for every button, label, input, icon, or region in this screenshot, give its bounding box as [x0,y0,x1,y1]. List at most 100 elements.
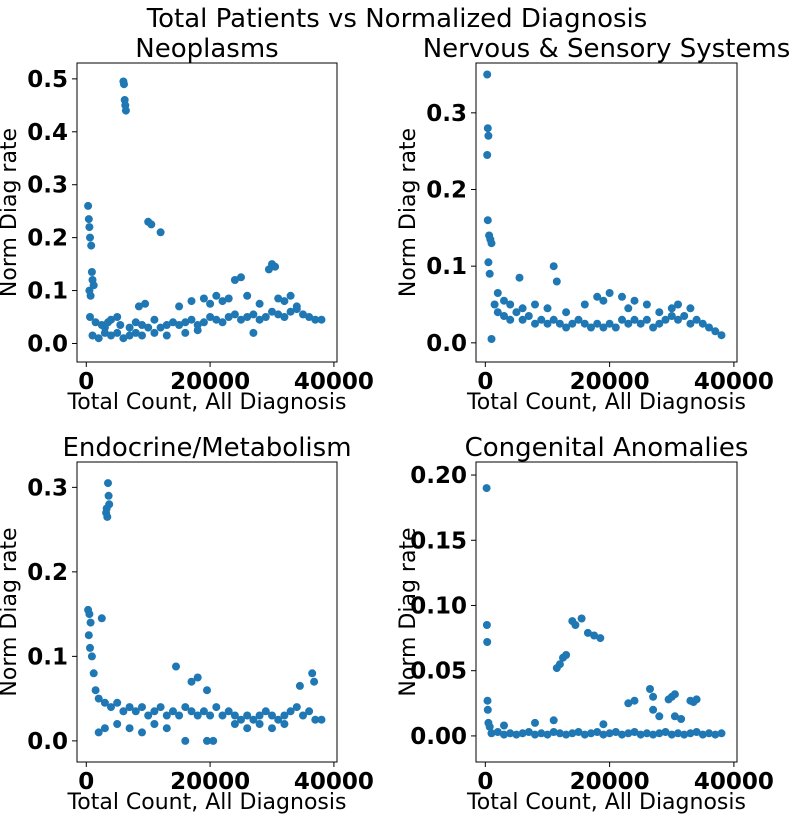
data-point [611,323,620,332]
data-point [209,736,218,745]
data-point [131,318,140,327]
data-point [580,319,589,328]
data-point [224,294,233,303]
data-point [237,715,245,724]
data-point [493,308,502,317]
data-point [84,631,93,640]
data-point [531,319,539,328]
data-point [237,273,245,282]
data-point [104,491,113,500]
data-point [107,331,115,340]
panel-title: Nervous & Sensory Systems [423,34,791,64]
data-point [317,715,326,724]
y-tick-label: 0.3 [27,173,68,199]
chart-panel-4: Congenital Anomalies 0 20000 40000 0.00 0.05 0… [396,433,774,815]
data-point [487,729,496,738]
data-point [255,711,264,720]
data-point [280,720,289,728]
data-point [574,728,583,736]
data-point [299,711,307,720]
data-point [199,294,208,303]
data-point [138,703,146,712]
data-point [483,638,492,646]
data-point [100,328,109,337]
data-point [482,484,491,493]
data-point [187,707,196,716]
data-point [506,300,515,309]
y-axis-label: Norm Diag rate [0,527,22,696]
x-tick-label: 40000 [294,369,374,395]
data-point [88,331,97,340]
data-point [138,331,146,340]
data-point [661,728,670,736]
data-point [138,728,146,737]
data-point [624,319,633,328]
data-point [705,323,713,332]
data-point [156,703,165,712]
data-point [199,707,208,716]
plot-frame [475,461,738,763]
data-point [555,729,564,738]
figure-suptitle: Total Patients vs Normalized Diagnosis [146,4,648,34]
x-axis-label: Total Count, All Diagnosis [67,790,347,815]
data-point [212,703,221,712]
y-tick-label: 0.0 [426,331,467,357]
data-point [218,318,227,327]
data-point [274,294,283,303]
x-tick-label: 40000 [694,369,774,395]
data-point [87,241,96,250]
data-point [87,652,96,661]
y-tick-label: 0.1 [27,644,68,670]
data-point [144,711,153,720]
data-point [181,318,190,327]
data-point [162,724,171,733]
data-point [218,711,227,720]
data-point [562,308,571,317]
data-point [655,308,664,317]
data-point [292,703,301,712]
data-point [580,730,589,739]
data-point [500,312,508,320]
data-point [649,323,658,332]
data-point [181,328,190,337]
data-point [596,634,605,643]
data-point [531,300,539,309]
data-point [206,711,215,720]
data-point [667,312,676,320]
x-tick-label: 20000 [570,769,650,795]
data-point [243,724,252,733]
data-point [630,696,639,705]
data-point [261,707,270,716]
data-point [120,80,128,89]
data-point [483,70,492,79]
data-point [698,319,707,328]
data-point [243,711,252,720]
data-point [156,323,165,332]
data-point [86,618,95,627]
panel-title: Endocrine/Metabolism [62,433,351,463]
x-tick-label: 0 [477,369,493,395]
data-point [680,730,689,739]
data-point [655,319,664,328]
data-point [506,315,515,324]
data-point [667,730,676,739]
x-axis-label: Total Count, All Diagnosis [67,390,347,415]
data-point [636,319,645,328]
y-tick-label: 0.4 [27,120,68,146]
data-point [670,690,679,699]
data-point [85,610,94,619]
data-point [562,730,571,739]
data-point [611,728,620,736]
data-point [255,720,264,728]
data-point [512,730,521,739]
data-point [642,729,651,738]
data-point [212,291,221,300]
data-point [311,315,320,324]
y-tick-label: 0.20 [410,463,467,489]
y-tick-label: 0.1 [426,254,467,280]
data-point [89,281,98,290]
data-point [577,614,586,623]
data-point [84,201,93,210]
data-point [483,151,492,159]
data-point [537,315,546,324]
